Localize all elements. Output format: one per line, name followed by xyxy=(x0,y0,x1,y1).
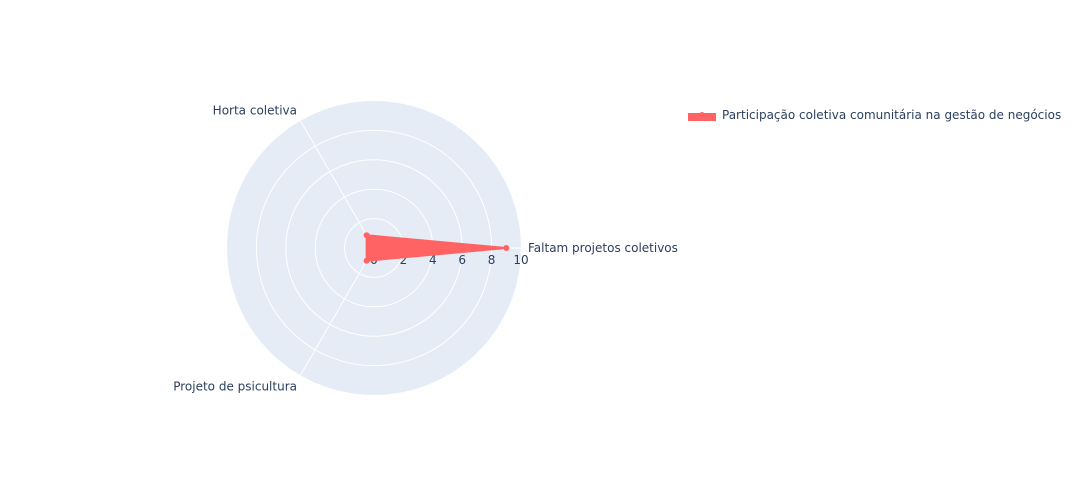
legend-marker-icon xyxy=(699,112,705,118)
series-layer xyxy=(363,232,510,264)
angular-axis-label: Faltam projetos coletivos xyxy=(528,241,678,255)
spoke-line xyxy=(300,120,375,249)
data-point[interactable] xyxy=(363,257,370,264)
series-area xyxy=(365,234,508,262)
radial-tick-label: 4 xyxy=(429,253,437,267)
data-point[interactable] xyxy=(503,245,510,251)
spoke-line xyxy=(300,247,375,376)
radial-tick-label: 2 xyxy=(400,253,408,267)
angular-axis-labels: Faltam projetos coletivos Horta coletiva P… xyxy=(173,104,678,394)
angular-axis-label: Projeto de psicultura xyxy=(173,379,297,393)
radial-tick-label: 6 xyxy=(458,253,466,267)
radial-tick-label: 8 xyxy=(488,253,496,267)
legend[interactable]: Participação coletiva comunitária na ges… xyxy=(688,108,1061,122)
radial-tick-label: 10 xyxy=(513,253,528,267)
data-point[interactable] xyxy=(363,232,370,239)
legend-label[interactable]: Participação coletiva comunitária na ges… xyxy=(722,108,1061,122)
angular-axis-label: Horta coletiva xyxy=(213,104,297,118)
